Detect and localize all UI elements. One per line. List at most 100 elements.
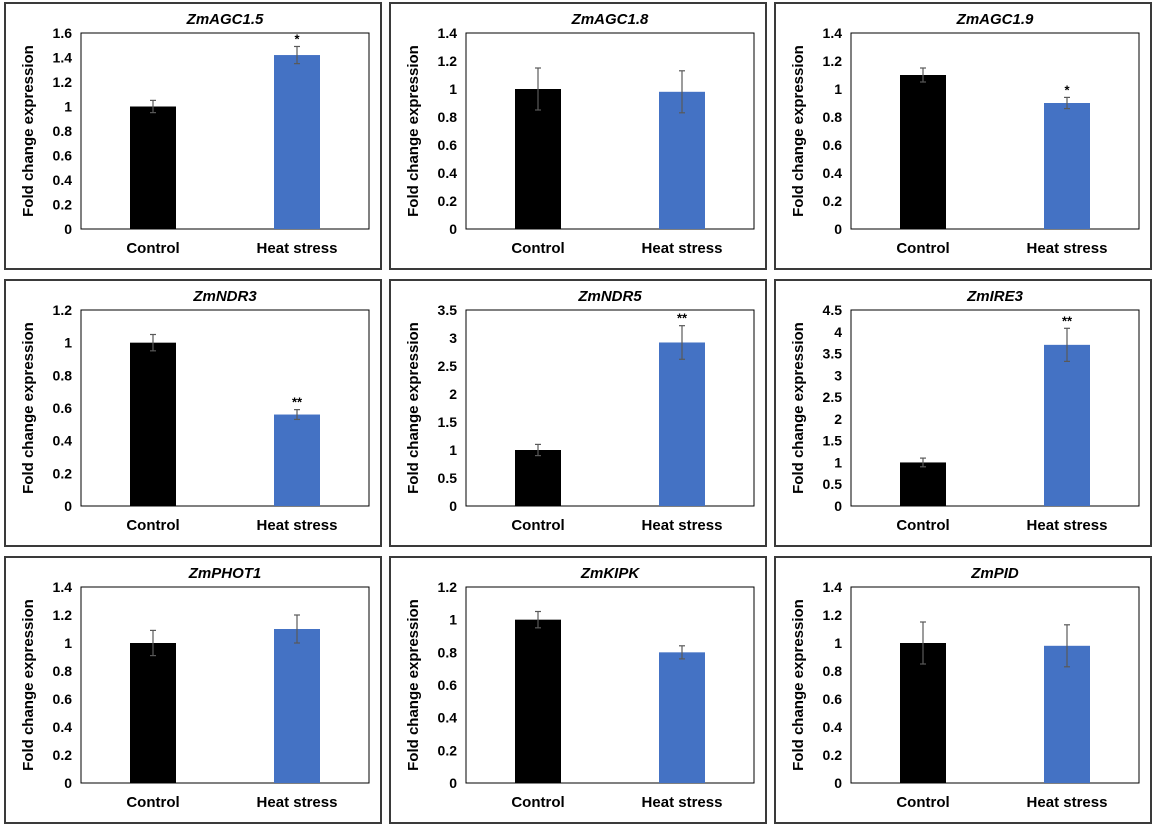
x-category-label: Heat stress xyxy=(1027,517,1108,534)
y-tick-label: 3.5 xyxy=(438,302,458,318)
y-tick-label: 0 xyxy=(64,775,72,791)
x-category-label: Heat stress xyxy=(257,517,338,534)
y-axis-label: Fold change expression xyxy=(405,322,422,494)
y-tick-label: 0 xyxy=(64,221,72,237)
y-tick-label: 1.4 xyxy=(438,25,458,41)
y-tick-label: 0.6 xyxy=(53,400,73,416)
y-tick-label: 3 xyxy=(449,330,457,346)
x-category-label: Control xyxy=(511,794,564,811)
y-tick-label: 0 xyxy=(64,498,72,514)
y-tick-label: 0.4 xyxy=(53,172,73,188)
y-tick-label: 0.6 xyxy=(53,148,73,164)
y-tick-label: 1.5 xyxy=(438,414,458,430)
y-tick-label: 0.8 xyxy=(53,663,73,679)
y-axis-label: Fold change expression xyxy=(790,45,807,217)
y-tick-label: 0 xyxy=(449,498,457,514)
y-tick-label: 2.5 xyxy=(823,389,843,405)
chart-title: ZmIRE3 xyxy=(966,288,1024,305)
y-tick-label: 0.2 xyxy=(53,465,73,481)
plot-frame xyxy=(80,586,370,784)
plot-frame xyxy=(465,586,755,784)
y-tick-label: 1.4 xyxy=(53,579,73,595)
bar-control xyxy=(515,450,561,506)
x-category-label: Heat stress xyxy=(642,240,723,257)
chart-panel-zmndr3: ZmNDR3 Fold change expression 0 0.2 0.4 0.6 0.… xyxy=(4,279,382,547)
chart-panel-zmagc1-9: ZmAGC1.9 Fold change expression 0 0.2 0.4 0.6… xyxy=(774,2,1152,270)
x-category-label: Control xyxy=(896,517,949,534)
y-tick-label: 2 xyxy=(449,386,457,402)
bar-control xyxy=(130,342,176,506)
y-tick-label: 1.6 xyxy=(53,25,73,41)
chart-title: ZmPHOT1 xyxy=(188,565,262,582)
bar-heat-stress xyxy=(659,652,705,783)
y-tick-label: 0.8 xyxy=(438,644,458,660)
x-category-label: Control xyxy=(896,240,949,257)
y-tick-label: 1.4 xyxy=(823,579,843,595)
chart-panel-zmkipk: ZmKIPK Fold change expression 0 0.2 0.4 0.6 0.… xyxy=(389,556,767,824)
chart-svg: ZmIRE3 Fold change expression 0 0.5 1 1.5 2 2.5… xyxy=(790,288,1140,534)
y-axis-label: Fold change expression xyxy=(790,599,807,771)
y-tick-label: 0.4 xyxy=(438,710,458,726)
y-tick-label: 1.2 xyxy=(53,302,73,318)
chart-svg: ZmPHOT1 Fold change expression 0 0.2 0.4 0.6 0… xyxy=(20,565,370,811)
chart-panel-zmphot1: ZmPHOT1 Fold change expression 0 0.2 0.4 0.6 0… xyxy=(4,556,382,824)
bar-control xyxy=(900,75,946,229)
y-tick-label: 0.2 xyxy=(53,197,73,213)
y-tick-label: 0.8 xyxy=(53,367,73,383)
y-axis-label: Fold change expression xyxy=(20,599,37,771)
y-tick-label: 1 xyxy=(64,635,72,651)
y-tick-label: 4.5 xyxy=(823,302,843,318)
y-tick-label: 0.4 xyxy=(438,165,458,181)
bar-heat-stress xyxy=(274,55,320,229)
y-tick-label: 1 xyxy=(449,612,457,628)
y-axis-label: Fold change expression xyxy=(20,45,37,217)
chart-panel-zmagc1-8: ZmAGC1.8 Fold change expression 0 0.2 0.4 0.6… xyxy=(389,2,767,270)
x-category-label: Heat stress xyxy=(642,794,723,811)
y-tick-label: 1.4 xyxy=(53,50,73,66)
y-tick-label: 0.2 xyxy=(438,742,458,758)
x-category-label: Control xyxy=(126,240,179,257)
y-tick-label: 0 xyxy=(834,498,842,514)
y-tick-label: 1 xyxy=(64,335,72,351)
y-axis-label: Fold change expression xyxy=(20,322,37,494)
x-category-label: Heat stress xyxy=(257,794,338,811)
y-tick-label: 0.5 xyxy=(823,476,843,492)
chart-svg: ZmAGC1.9 Fold change expression 0 0.2 0.4 0.6… xyxy=(790,11,1140,257)
chart-svg: ZmNDR5 Fold change expression 0 0.5 1 1.5 2 2.5… xyxy=(405,288,755,534)
y-tick-label: 1.2 xyxy=(438,579,458,595)
y-tick-label: 0 xyxy=(834,775,842,791)
bar-control xyxy=(130,106,176,229)
y-tick-label: 0.5 xyxy=(438,470,458,486)
bar-control xyxy=(900,462,946,506)
significance-marker: ** xyxy=(677,311,688,326)
y-tick-label: 1.2 xyxy=(438,53,458,69)
y-tick-label: 2 xyxy=(834,411,842,427)
y-tick-label: 0.2 xyxy=(438,193,458,209)
x-category-label: Heat stress xyxy=(257,240,338,257)
y-tick-label: 0 xyxy=(834,221,842,237)
x-category-label: Heat stress xyxy=(642,517,723,534)
y-tick-label: 1.5 xyxy=(823,433,843,449)
chart-svg: ZmAGC1.5 Fold change expression 0 0.2 0.4 0.6… xyxy=(20,11,370,257)
chart-title: ZmNDR3 xyxy=(192,288,257,305)
x-category-label: Control xyxy=(126,794,179,811)
y-tick-label: 0.2 xyxy=(53,747,73,763)
y-tick-label: 0.6 xyxy=(823,691,843,707)
y-tick-label: 1 xyxy=(449,442,457,458)
plot-frame xyxy=(850,309,1140,507)
y-tick-label: 0.6 xyxy=(438,677,458,693)
y-tick-label: 1 xyxy=(834,454,842,470)
y-tick-label: 0.8 xyxy=(438,109,458,125)
y-tick-label: 0.8 xyxy=(53,123,73,139)
y-tick-label: 0 xyxy=(449,221,457,237)
plot-frame xyxy=(850,32,1140,230)
y-tick-label: 0.4 xyxy=(53,719,73,735)
y-tick-label: 4 xyxy=(834,324,842,340)
x-category-label: Heat stress xyxy=(1027,794,1108,811)
chart-panel-zmire3: ZmIRE3 Fold change expression 0 0.5 1 1.5 2 2.5… xyxy=(774,279,1152,547)
bar-control xyxy=(900,643,946,783)
bar-heat-stress xyxy=(1044,344,1090,506)
y-tick-label: 0.2 xyxy=(823,747,843,763)
y-tick-label: 1 xyxy=(834,635,842,651)
chart-title: ZmKIPK xyxy=(580,565,641,582)
